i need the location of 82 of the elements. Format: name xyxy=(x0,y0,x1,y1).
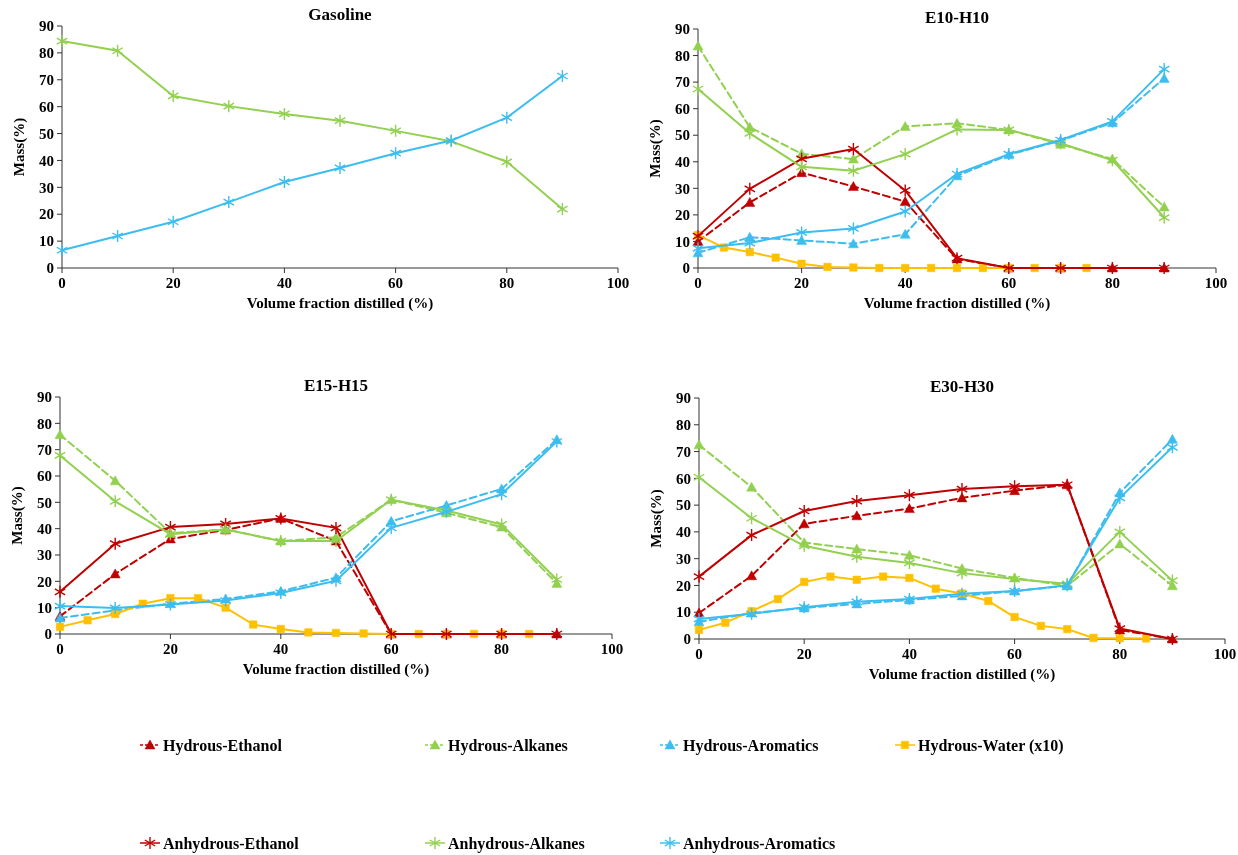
y-tick-label: 70 xyxy=(675,74,690,91)
y-tick-label: 20 xyxy=(675,207,690,224)
x-tick-label: 20 xyxy=(796,646,812,662)
x-tick-label: 100 xyxy=(1213,646,1237,662)
x-tick-label: 60 xyxy=(1007,646,1023,662)
x-tick-label: 60 xyxy=(388,275,404,291)
y-tick-label: 80 xyxy=(39,45,54,62)
y-tick-label: 10 xyxy=(676,604,691,621)
y-tick-label: 20 xyxy=(39,206,54,223)
y-tick-label: 60 xyxy=(676,470,691,487)
y-tick-label: 60 xyxy=(37,468,52,485)
x-tick-label: 40 xyxy=(273,641,289,657)
y-tick-label: 20 xyxy=(676,577,691,594)
x-tick-label: 0 xyxy=(695,646,703,662)
y-tick-label: 60 xyxy=(39,98,54,115)
chart-title: Gasoline xyxy=(308,5,373,24)
y-axis-title: Mass(%) xyxy=(648,489,665,548)
y-tick-label: 40 xyxy=(675,154,690,171)
y-axis-title: Mass(%) xyxy=(9,486,26,545)
x-tick-label: 40 xyxy=(897,275,913,291)
x-tick-label: 0 xyxy=(58,275,66,291)
y-tick-label: 80 xyxy=(37,415,52,432)
y-tick-label: 10 xyxy=(39,233,54,250)
y-tick-label: 80 xyxy=(676,417,691,434)
x-tick-label: 100 xyxy=(600,641,624,657)
x-tick-label: 60 xyxy=(383,641,399,657)
legend-label: Anhydrous-Ethanol xyxy=(163,834,300,853)
y-tick-label: 50 xyxy=(39,125,54,142)
x-tick-label: 20 xyxy=(794,275,810,291)
y-tick-label: 70 xyxy=(676,443,691,460)
y-tick-label: 0 xyxy=(46,260,54,277)
x-tick-label: 80 xyxy=(1112,646,1128,662)
y-tick-label: 30 xyxy=(676,550,691,567)
x-tick-label: 100 xyxy=(1204,275,1228,291)
x-tick-label: 0 xyxy=(56,641,64,657)
legend-label: Anhydrous-Aromatics xyxy=(683,834,836,853)
legend-label: Anhydrous-Alkanes xyxy=(448,834,585,853)
y-tick-label: 40 xyxy=(39,152,54,169)
x-tick-label: 40 xyxy=(901,646,917,662)
y-tick-label: 0 xyxy=(44,626,52,643)
x-tick-label: 20 xyxy=(165,275,181,291)
legend-label: Hydrous-Ethanol xyxy=(163,736,283,755)
y-tick-label: 40 xyxy=(37,520,52,537)
x-tick-label: 40 xyxy=(276,275,292,291)
x-tick-label: 0 xyxy=(694,275,702,291)
legend-label: Hydrous-Alkanes xyxy=(448,736,568,755)
y-tick-label: 90 xyxy=(675,21,690,38)
y-tick-label: 10 xyxy=(37,599,52,616)
y-tick-label: 50 xyxy=(37,494,52,511)
y-tick-label: 90 xyxy=(37,389,52,406)
x-tick-label: 80 xyxy=(499,275,515,291)
y-tick-label: 0 xyxy=(682,260,690,277)
legend-label: Hydrous-Water (x10) xyxy=(918,736,1064,755)
x-tick-label: 80 xyxy=(494,641,510,657)
y-tick-label: 70 xyxy=(39,72,54,89)
y-tick-label: 30 xyxy=(37,547,52,564)
y-tick-label: 30 xyxy=(39,179,54,196)
y-tick-label: 70 xyxy=(37,441,52,458)
chart-title: E10-H10 xyxy=(924,8,990,27)
y-tick-label: 90 xyxy=(39,18,54,35)
y-tick-label: 30 xyxy=(675,180,690,197)
y-tick-label: 20 xyxy=(37,573,52,590)
y-tick-label: 10 xyxy=(675,233,690,250)
chart-title: E30-H30 xyxy=(929,377,995,396)
y-axis-title: Mass(%) xyxy=(11,117,28,177)
x-tick-label: 60 xyxy=(1001,275,1017,291)
x-axis-title: Volume fraction distilled (%) xyxy=(868,666,1056,683)
x-axis-title: Volume fraction distilled (%) xyxy=(246,295,434,312)
chart-title: E15-H15 xyxy=(303,376,369,395)
legend-label: Hydrous-Aromatics xyxy=(683,736,819,755)
y-tick-label: 60 xyxy=(675,100,690,117)
x-tick-label: 100 xyxy=(606,275,630,291)
x-tick-label: 20 xyxy=(162,641,178,657)
x-tick-label: 80 xyxy=(1104,275,1120,291)
x-axis-title: Volume fraction distilled (%) xyxy=(242,661,430,678)
y-tick-label: 90 xyxy=(676,390,691,407)
y-tick-label: 50 xyxy=(675,127,690,144)
x-axis-title: Volume fraction distilled (%) xyxy=(863,295,1051,312)
y-tick-label: 50 xyxy=(676,497,691,514)
y-tick-label: 40 xyxy=(676,524,691,541)
y-tick-label: 80 xyxy=(675,47,690,64)
y-axis-title: Mass(%) xyxy=(647,119,664,178)
